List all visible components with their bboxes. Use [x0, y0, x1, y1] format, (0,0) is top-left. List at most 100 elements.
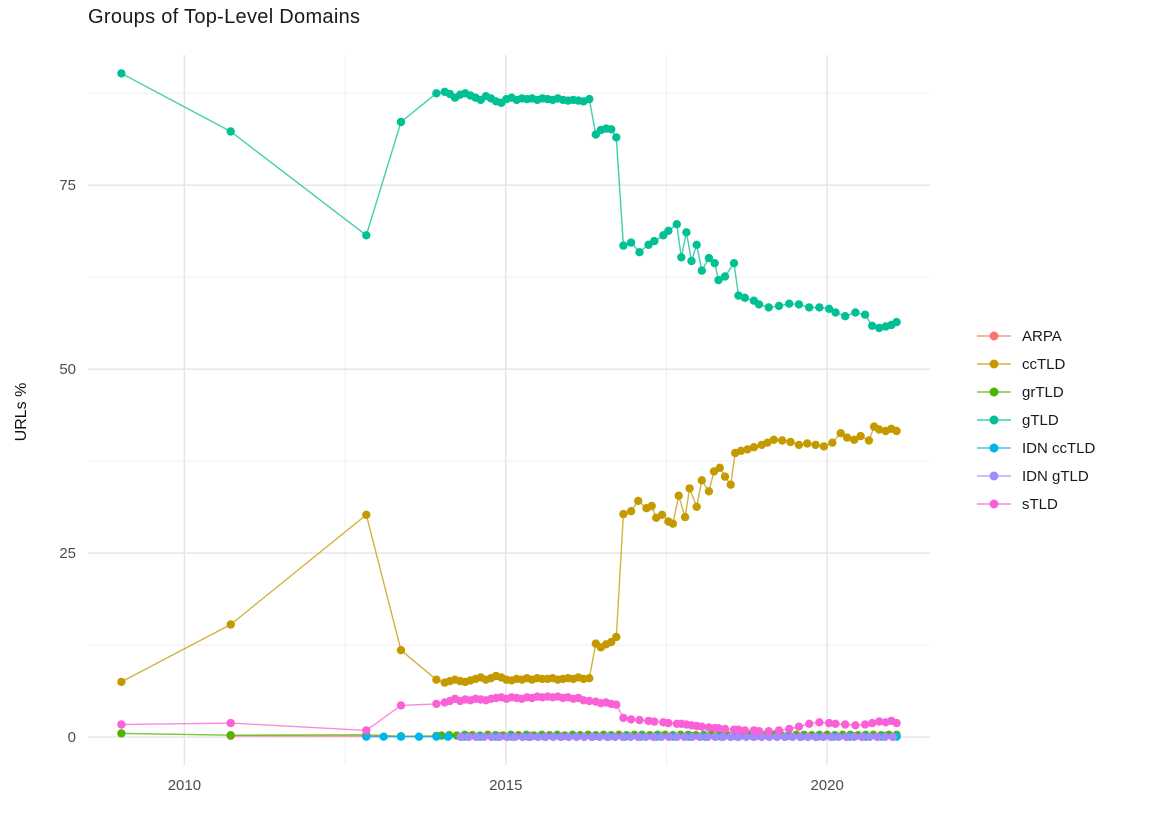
y-tick-label: 75 [59, 177, 76, 194]
legend-key-dot [989, 359, 999, 369]
data-point [824, 304, 834, 313]
data-point [805, 303, 814, 312]
legend-item-ccTLD: ccTLD [976, 350, 1095, 378]
data-point [828, 438, 837, 447]
data-point [650, 717, 659, 726]
data-point [697, 722, 706, 731]
data-point [362, 726, 371, 735]
data-point [720, 472, 730, 481]
legend-item-grTLD: grTLD [976, 378, 1095, 406]
data-point [443, 732, 453, 741]
legend-label: gTLD [1022, 411, 1059, 429]
data-point [710, 259, 719, 268]
data-point [396, 701, 406, 710]
data-point [841, 312, 850, 321]
data-point [740, 726, 750, 735]
data-point [479, 732, 489, 742]
data-point [714, 724, 723, 733]
data-point [715, 463, 724, 472]
data-point [740, 293, 750, 302]
data-point [864, 436, 874, 445]
data-point [726, 732, 735, 742]
data-point [396, 117, 406, 127]
data-point [774, 726, 784, 735]
data-point [518, 732, 527, 742]
data-point [850, 435, 859, 444]
data-point [672, 732, 681, 742]
data-point [788, 732, 797, 742]
legend-key-icon [977, 331, 1011, 341]
data-point [626, 715, 636, 724]
series-gTLD [117, 69, 901, 333]
data-point [764, 303, 773, 312]
legend-label: ccTLD [1022, 355, 1066, 373]
legend-item-gTLD: gTLD [976, 406, 1095, 434]
legend-key-dot [989, 499, 999, 509]
data-point [873, 732, 882, 742]
legend-key-icon [977, 359, 1011, 369]
data-point [362, 510, 371, 519]
legend-item-IDN-gTLD: IDN gTLD [976, 462, 1095, 490]
data-point [850, 732, 859, 742]
series-ccTLD [117, 422, 901, 687]
y-tick-label: 25 [59, 545, 76, 562]
data-point [414, 732, 424, 741]
data-point [680, 732, 689, 742]
data-point [635, 715, 644, 725]
data-point [117, 720, 126, 729]
data-point [811, 732, 820, 742]
data-point [362, 231, 371, 240]
data-point [668, 519, 678, 528]
data-point [729, 259, 739, 268]
data-point [650, 236, 659, 246]
series-IDN-gTLD [456, 732, 897, 742]
data-point [657, 732, 666, 742]
data-point [626, 732, 635, 742]
data-point [831, 719, 840, 728]
data-point [664, 718, 673, 728]
legend-key-dot [989, 443, 999, 453]
data-point [685, 484, 694, 493]
data-point [824, 718, 834, 728]
legend-label: sTLD [1022, 495, 1058, 513]
y-tick-label: 50 [59, 361, 76, 378]
data-point [117, 677, 126, 687]
data-point [711, 732, 720, 742]
data-point [117, 729, 126, 738]
legend-label: IDN ccTLD [1022, 439, 1096, 457]
data-point [580, 732, 589, 742]
data-point [815, 303, 824, 312]
data-point [796, 732, 805, 742]
data-point [720, 272, 730, 281]
data-point [619, 713, 628, 723]
data-point [692, 502, 701, 511]
data-point [618, 732, 627, 742]
legend-key-icon [977, 471, 1011, 481]
data-point [842, 433, 852, 442]
data-point [396, 646, 406, 655]
data-point [626, 238, 636, 247]
data-point [803, 732, 813, 742]
data-point [726, 480, 735, 489]
data-point [647, 501, 656, 511]
data-point [464, 732, 473, 742]
data-point [754, 300, 764, 309]
data-point [432, 732, 441, 741]
data-point [226, 718, 235, 728]
data-point [117, 69, 126, 78]
data-point [472, 732, 481, 742]
data-point [432, 675, 441, 684]
legend-item-ARPA: ARPA [976, 322, 1095, 350]
data-point [603, 732, 612, 742]
data-point [619, 509, 628, 519]
data-point [875, 425, 884, 434]
data-point [432, 89, 441, 98]
legend-key-dot [989, 387, 999, 397]
data-point [677, 253, 686, 262]
data-point [495, 732, 504, 742]
data-point [794, 440, 804, 450]
data-point [226, 127, 235, 136]
data-point [692, 240, 701, 249]
data-point [510, 732, 519, 742]
data-point [585, 94, 594, 104]
